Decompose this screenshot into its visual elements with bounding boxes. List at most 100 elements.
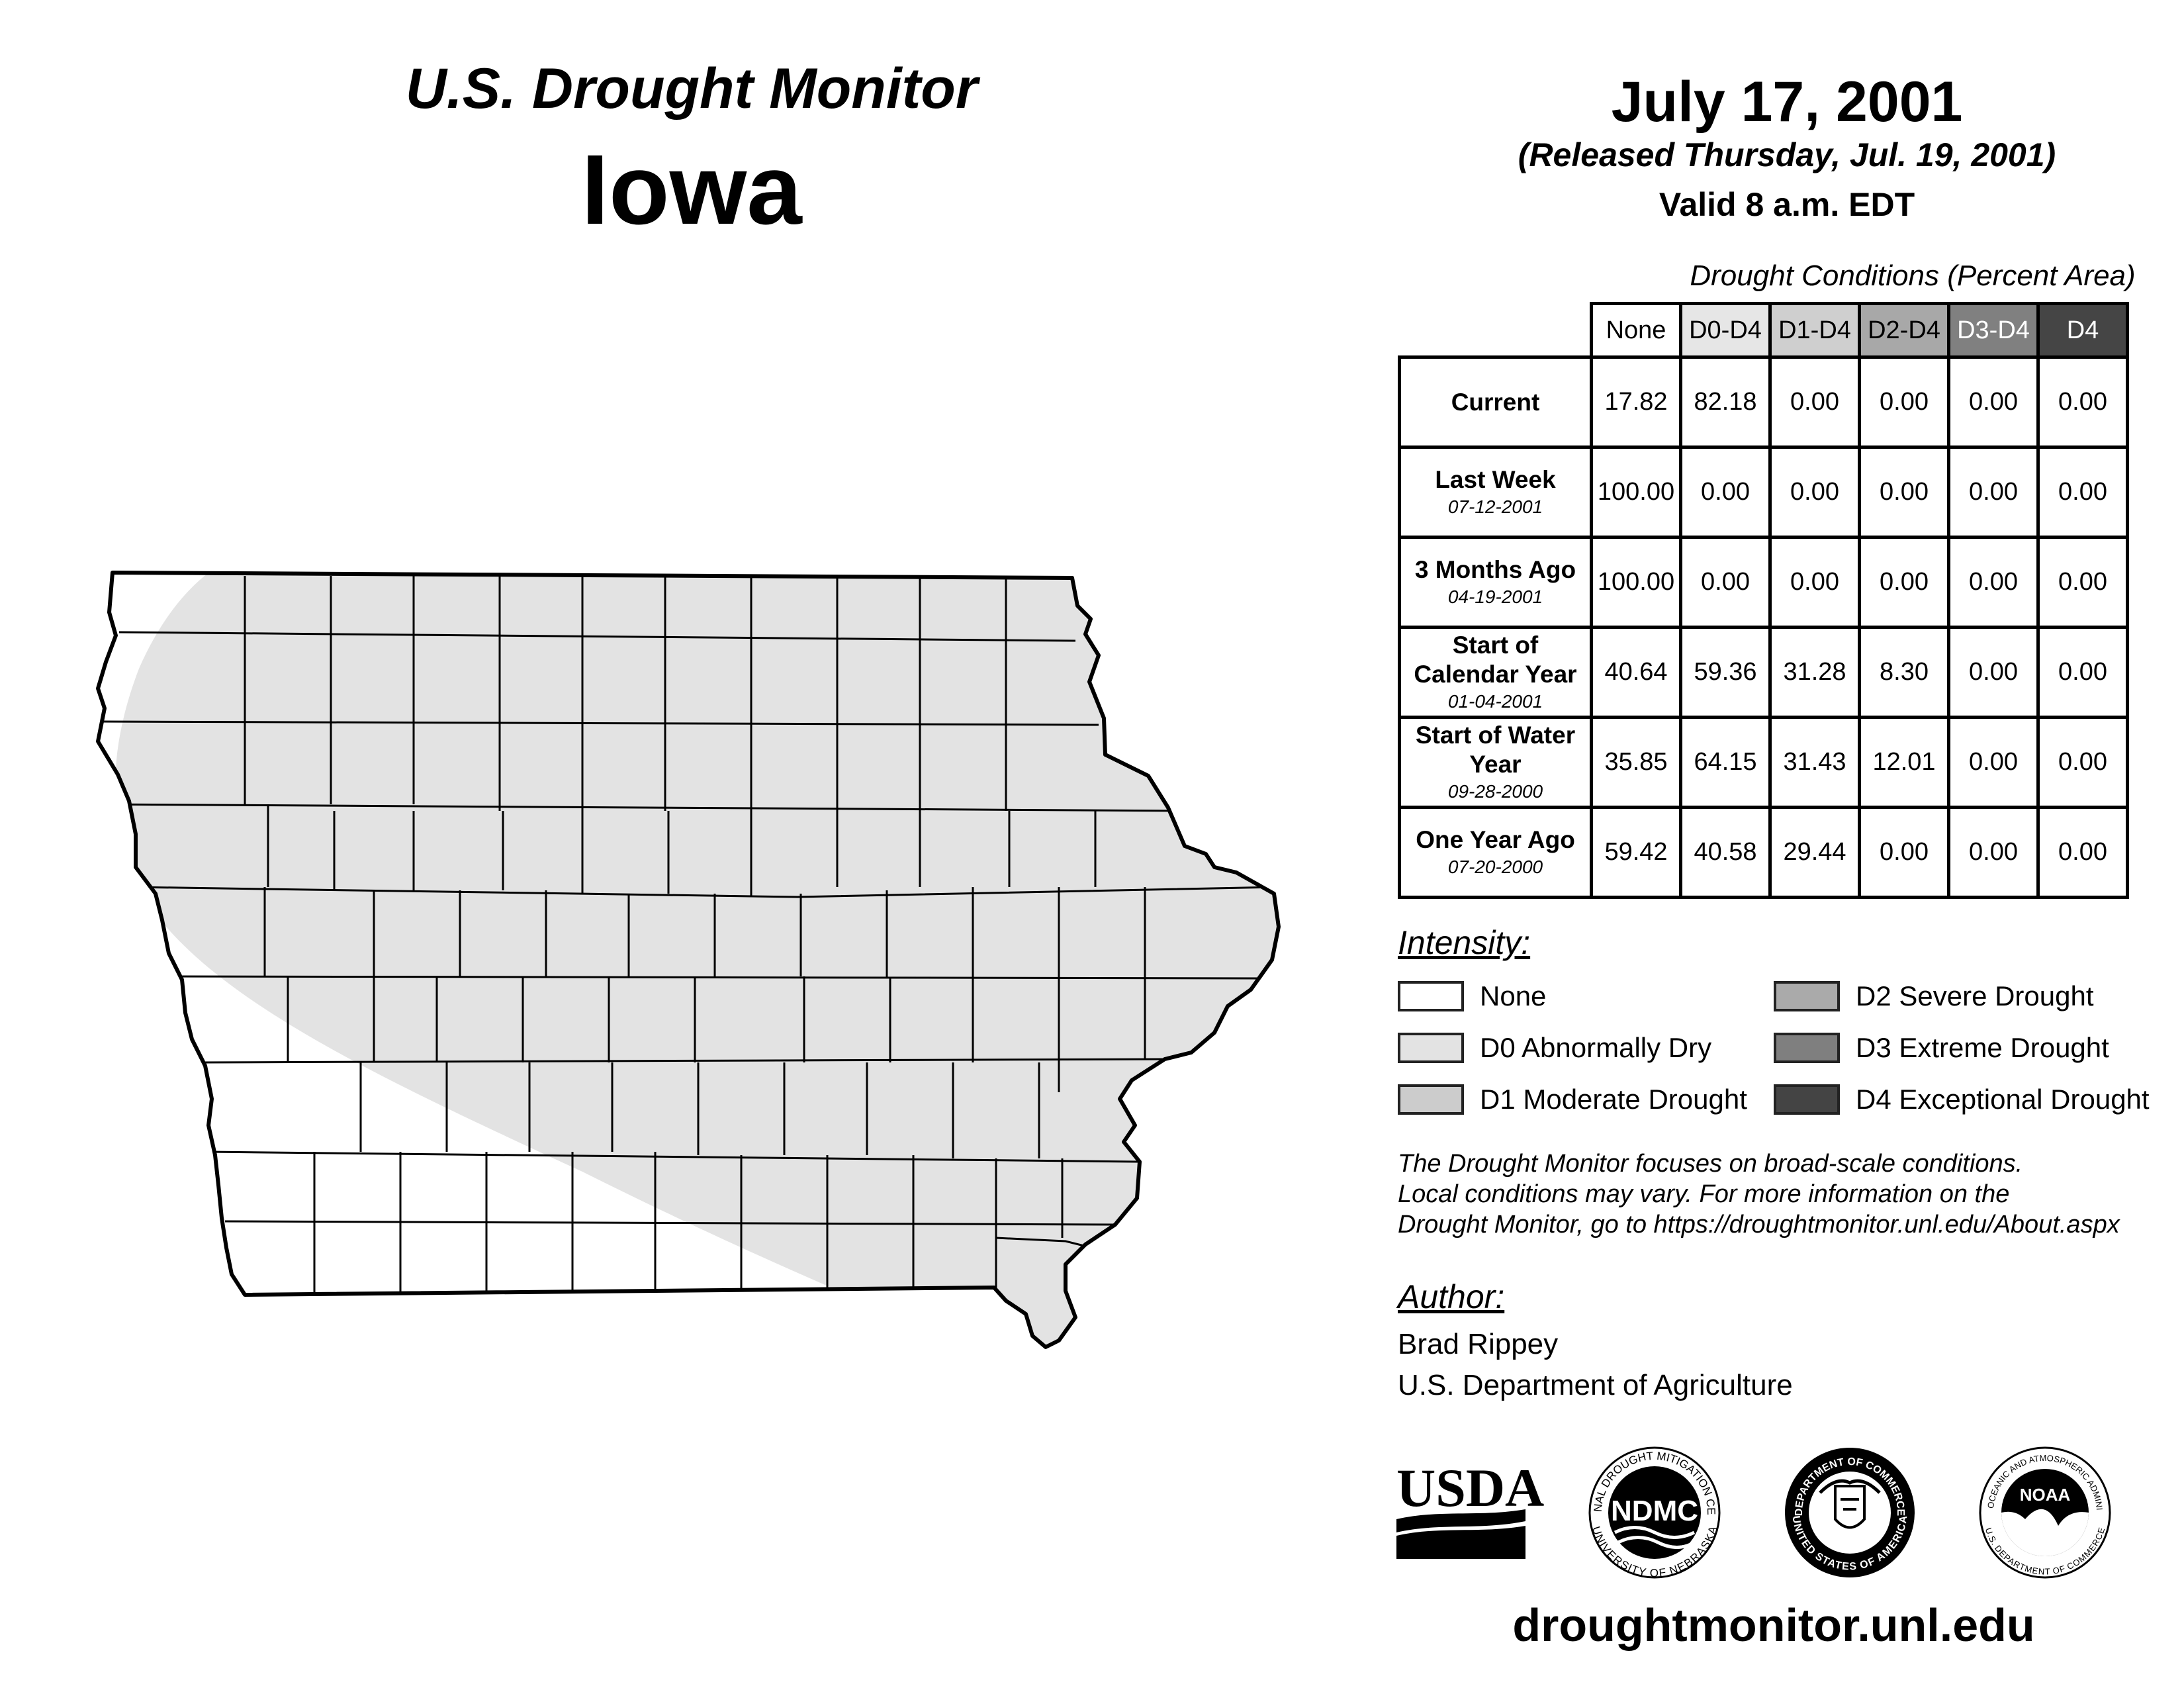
row-label-text: Last Week [1435,465,1556,493]
table-cell: 0.00 [2036,355,2129,449]
table-cell: 35.85 [1590,716,1682,809]
legend-swatch [1398,1033,1464,1063]
table-header-row: None D0-D4 D1-D4 D2-D4 D3-D4 D4 [1399,302,2129,359]
legend-label: D2 Severe Drought [1856,980,2094,1011]
row-label-text: Current [1451,388,1540,416]
row-label: One Year Ago 07-20-2000 [1398,806,1593,899]
table-cell: 0.00 [2036,626,2129,719]
svg-text:USDA: USDA [1396,1458,1544,1518]
d0-abnormally-dry-area [115,573,1279,1347]
table-cell: 8.30 [1858,626,1950,719]
table-cell: 0.00 [2036,445,2129,539]
table-corner [1399,303,1593,359]
note-line: The Drought Monitor focuses on broad-sca… [1398,1150,2023,1178]
row-label-text: Start of Water Year [1415,721,1576,778]
legend-label: None [1480,980,1547,1011]
row-date: 09-28-2000 [1447,780,1543,802]
col-header: D4 [2036,302,2129,359]
release-date: (Released Thursday, Jul. 19, 2001) [1518,136,2056,173]
legend-label: D3 Extreme Drought [1856,1032,2109,1063]
table-row: Start of Calendar Year 01-04-2001 40.64 59.… [1398,626,2129,719]
table-cell: 0.00 [1947,445,2040,539]
table-caption: Drought Conditions (Percent Area) [1690,259,2136,292]
table-row: One Year Ago 07-20-2000 59.42 40.58 29.44 0.0… [1398,806,2129,899]
table-cell: 0.00 [1679,536,1772,629]
legend-title: Intensity: [1398,924,1531,961]
website-link[interactable]: droughtmonitor.unl.edu [1512,1599,2035,1651]
map-title: U.S. Drought Monitor [405,57,978,120]
table-cell: 59.42 [1590,806,1682,899]
svg-text:NOAA: NOAA [2020,1485,2071,1505]
row-label: Start of Calendar Year 01-04-2001 [1398,626,1593,719]
legend-swatch [1398,1084,1464,1115]
row-label-text: 3 Months Ago [1414,555,1576,583]
table-cell: 0.00 [1947,355,2040,449]
table-cell: 0.00 [1858,355,1950,449]
svg-text:NDMC: NDMC [1611,1495,1698,1527]
legend-swatch [1774,1033,1840,1063]
table-cell: 0.00 [1858,536,1950,629]
legend-label: D0 Abnormally Dry [1480,1032,1712,1063]
partner-logos: USDA NATIONAL DROUGHT MITIGATION CENTER … [1396,1446,2111,1579]
legend-item: D1 Moderate Drought [1398,1080,1747,1119]
table-cell: 0.00 [2036,806,2129,899]
table-cell: 0.00 [1947,626,2040,719]
table-cell: 0.00 [2036,716,2129,809]
table-row: 3 Months Ago 04-19-2001 100.00 0.00 0.00 0.00… [1398,536,2129,629]
table-row: Start of Water Year 09-28-2000 35.85 64.15 3… [1398,716,2129,809]
legend-item: D3 Extreme Drought [1774,1028,2109,1068]
legend-swatch [1774,1084,1840,1115]
noaa-logo: NATIONAL OCEANIC AND ATMOSPHERIC ADMINIS… [1979,1446,2111,1579]
ndmc-logo: NATIONAL DROUGHT MITIGATION CENTER UNIVE… [1588,1446,1721,1579]
author-name: Brad Rippey [1398,1328,1559,1360]
legend-swatch [1398,981,1464,1011]
table-cell: 0.00 [1768,445,1861,539]
table-cell: 100.00 [1590,536,1682,629]
col-header: D2-D4 [1858,302,1950,359]
map-date: July 17, 2001 [1611,70,1963,134]
table-cell: 0.00 [1768,536,1861,629]
table-cell: 59.36 [1679,626,1772,719]
iowa-drought-map [0,0,1357,1390]
row-label: Last Week 07-12-2001 [1398,445,1593,539]
table-row: Last Week 07-12-2001 100.00 0.00 0.00 0.00 0.0… [1398,445,2129,539]
disclaimer-note: The Drought Monitor focuses on broad-sca… [1398,1149,2159,1240]
table-cell: 100.00 [1590,445,1682,539]
row-label: Start of Water Year 09-28-2000 [1398,716,1593,809]
author-block: Brad Rippey U.S. Department of Agricultu… [1398,1324,1793,1406]
table-cell: 0.00 [1858,445,1950,539]
table-cell: 82.18 [1679,355,1772,449]
table-cell: 0.00 [1947,536,2040,629]
table-row: Current 17.82 82.18 0.00 0.00 0.00 0.00 [1398,355,2129,449]
legend-label: D1 Moderate Drought [1480,1084,1747,1115]
table-cell: 40.64 [1590,626,1682,719]
author-org: U.S. Department of Agriculture [1398,1369,1793,1401]
row-label: 3 Months Ago 04-19-2001 [1398,536,1593,629]
table-cell: 29.44 [1768,806,1861,899]
col-header: D1-D4 [1768,302,1861,359]
table-cell: 0.00 [2036,536,2129,629]
valid-time: Valid 8 a.m. EDT [1659,186,1915,223]
table-cell: 64.15 [1679,716,1772,809]
legend-item: D4 Exceptional Drought [1774,1080,2150,1119]
legend-label: D4 Exceptional Drought [1856,1084,2150,1115]
table-cell: 0.00 [1947,716,2040,809]
table-cell: 0.00 [1768,355,1861,449]
row-label: Current [1398,355,1593,449]
row-label-text: One Year Ago [1416,825,1575,853]
table-cell: 0.00 [1679,445,1772,539]
row-label-text: Start of Calendar Year [1414,631,1577,688]
table-cell: 12.01 [1858,716,1950,809]
table-cell: 0.00 [1947,806,2040,899]
table-cell: 31.43 [1768,716,1861,809]
table-cell: 40.58 [1679,806,1772,899]
note-line: Drought Monitor, go to https://droughtmo… [1398,1211,2120,1239]
legend-item: D2 Severe Drought [1774,976,2094,1016]
col-header: None [1590,302,1682,359]
row-date: 07-12-2001 [1447,496,1543,517]
author-title: Author: [1398,1278,1505,1315]
state-name: Iowa [581,134,802,245]
row-date: 01-04-2001 [1447,690,1543,712]
row-date: 07-20-2000 [1447,856,1543,877]
drought-conditions-table: None D0-D4 D1-D4 D2-D4 D3-D4 D4 Current 1… [1398,302,2129,899]
